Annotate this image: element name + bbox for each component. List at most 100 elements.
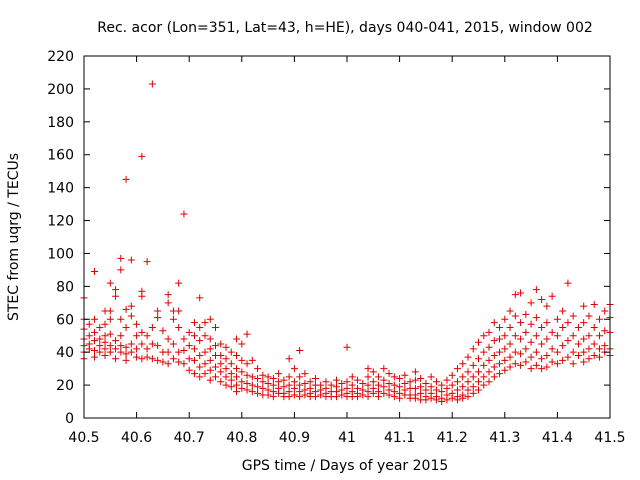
y-tick-label: 220 <box>47 49 74 65</box>
data-point <box>248 381 256 389</box>
data-point <box>411 384 419 392</box>
data-point <box>206 315 214 323</box>
x-tick-label: 40.9 <box>279 430 310 446</box>
data-point <box>217 368 225 376</box>
data-point <box>148 340 156 348</box>
data-point <box>480 381 488 389</box>
data-point <box>595 345 603 353</box>
y-tick-label: 140 <box>47 181 74 197</box>
data-point <box>222 373 230 381</box>
data-point <box>190 356 198 364</box>
data-point <box>143 345 151 353</box>
data-point <box>427 373 435 381</box>
data-point <box>238 384 246 392</box>
data-point <box>459 360 467 368</box>
data-point <box>417 375 425 383</box>
data-point <box>553 348 561 356</box>
y-tick-label: 120 <box>47 214 74 230</box>
data-point <box>485 378 493 386</box>
data-point <box>364 381 372 389</box>
data-point <box>427 394 435 402</box>
data-point <box>564 319 572 327</box>
data-point <box>475 378 482 386</box>
data-point <box>117 332 125 340</box>
data-point <box>290 391 298 399</box>
data-point <box>201 319 209 327</box>
data-point <box>112 337 120 345</box>
data-point <box>348 373 356 381</box>
data-point <box>91 328 99 336</box>
data-point <box>375 373 383 381</box>
data-point <box>122 324 130 331</box>
data-point <box>164 335 172 343</box>
data-point <box>264 379 272 387</box>
data-point <box>459 383 467 391</box>
data-point <box>127 312 135 320</box>
data-point <box>133 353 141 361</box>
data-point <box>117 342 125 350</box>
data-point <box>580 302 588 310</box>
data-point <box>206 345 214 353</box>
data-point <box>227 360 235 368</box>
data-point <box>85 320 93 328</box>
x-tick-label: 41.1 <box>384 430 415 446</box>
data-point <box>590 300 598 308</box>
data-point <box>122 350 130 358</box>
data-point <box>443 396 451 404</box>
data-point <box>190 332 198 340</box>
data-point <box>438 398 446 406</box>
data-point <box>343 343 351 351</box>
data-point <box>175 358 183 366</box>
data-point <box>453 378 461 386</box>
data-point <box>364 373 372 381</box>
data-point <box>548 328 556 336</box>
data-point <box>259 378 267 386</box>
data-point <box>212 324 219 331</box>
data-point <box>112 355 120 363</box>
data-point <box>196 337 204 345</box>
data-point <box>206 366 214 374</box>
data-point <box>448 394 456 402</box>
data-point <box>212 363 219 371</box>
data-point <box>364 393 372 401</box>
data-point <box>375 393 383 401</box>
data-point <box>175 348 183 356</box>
data-point <box>233 365 241 373</box>
data-point <box>301 379 309 387</box>
data-point <box>417 383 425 391</box>
data-point <box>180 347 188 355</box>
data-point <box>501 345 509 353</box>
data-point <box>543 335 551 343</box>
data-point <box>238 340 246 348</box>
data-point <box>464 386 472 394</box>
data-point <box>85 332 93 340</box>
data-point <box>259 371 267 379</box>
data-point <box>432 378 440 386</box>
data-point <box>269 393 277 401</box>
data-point <box>385 370 393 378</box>
data-point <box>201 332 209 340</box>
data-point <box>511 291 519 299</box>
data-point <box>248 388 256 396</box>
data-point <box>190 319 198 327</box>
data-point <box>301 391 309 399</box>
data-point <box>601 342 609 350</box>
data-point <box>243 379 251 387</box>
data-point <box>396 375 404 383</box>
data-point <box>275 378 283 386</box>
data-point <box>180 335 188 343</box>
data-point <box>401 379 409 387</box>
data-point <box>164 360 172 368</box>
y-tick-label: 180 <box>47 115 74 131</box>
x-tick-label: 40.8 <box>226 430 257 446</box>
data-point <box>138 152 146 160</box>
data-point <box>243 386 251 394</box>
y-tick-label: 80 <box>56 279 74 295</box>
data-point <box>538 365 546 373</box>
data-point <box>222 381 230 389</box>
data-point <box>506 340 514 348</box>
data-point <box>490 319 498 327</box>
y-tick-label: 100 <box>47 246 74 262</box>
y-tick-label: 0 <box>65 411 74 427</box>
x-axis-label: GPS time / Days of year 2015 <box>242 458 449 474</box>
